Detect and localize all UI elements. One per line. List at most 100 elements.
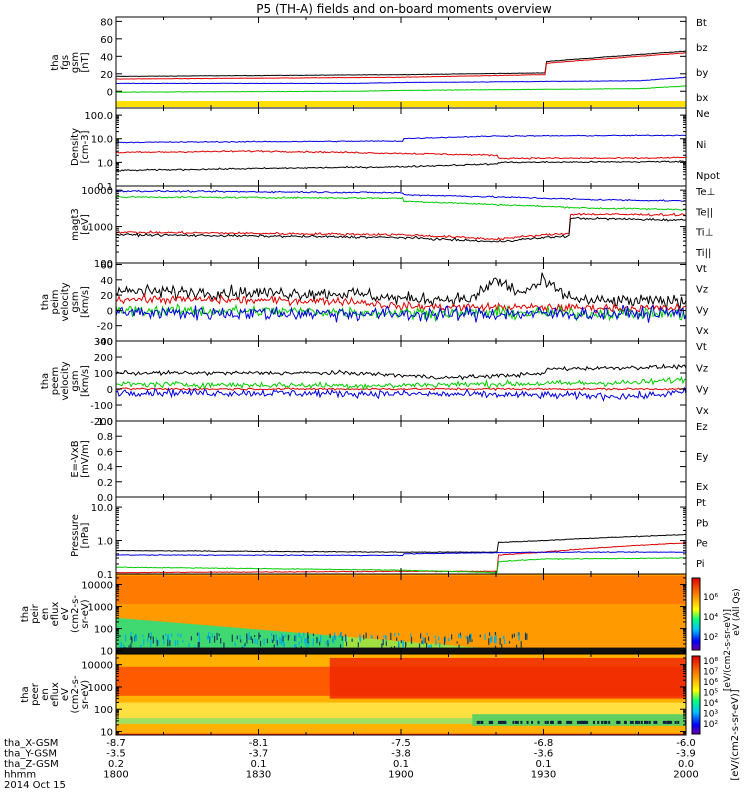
y-tick-label: 10.0	[91, 135, 113, 146]
legend-label-ex: Ex	[696, 482, 708, 493]
spectrogram-speck	[246, 633, 248, 639]
spectrogram-speck	[143, 639, 145, 646]
x-axis-labels: tha_X-GSM -8.7 -8.1 -7.5 -6.8 -6.0 tha_Y-GSM -3…	[4, 738, 699, 791]
x-row-value: -3.8	[391, 749, 411, 760]
spectrogram-speck	[220, 638, 222, 644]
spectrogram-speck	[570, 720, 573, 724]
legend-label-ne: Ne	[696, 109, 710, 120]
y-axis-label: en	[40, 608, 51, 621]
spectrogram-speck	[465, 635, 467, 640]
spectrogram-speck	[167, 639, 169, 647]
spectrogram-speck	[165, 633, 167, 637]
spectrogram-cell	[367, 638, 373, 653]
spectrogram-speck	[339, 644, 342, 650]
spectrogram-speck	[668, 720, 671, 724]
spectrogram-speck	[163, 638, 165, 645]
spectrogram-speck	[304, 638, 306, 644]
spectrogram-speck	[495, 635, 497, 644]
spectrogram-speck	[500, 720, 503, 724]
spectrogram-speck	[174, 640, 177, 646]
spectrogram-speck	[504, 639, 506, 644]
spectrogram-speck	[479, 634, 481, 638]
series-line-vy	[116, 303, 686, 323]
spectrogram-speck	[128, 645, 130, 648]
spectrogram-speck	[410, 636, 413, 644]
spectrogram-speck	[150, 639, 152, 647]
spectrogram-cell	[158, 621, 164, 653]
spectrogram-speck	[344, 634, 347, 642]
spectrogram-speck	[605, 720, 608, 724]
colorbar-tick-label: 10⁶	[703, 678, 718, 688]
y-axis-label: [cm-3]	[80, 130, 91, 163]
spectrogram-cell	[291, 632, 297, 653]
date-label: 2014 Oct 15	[4, 780, 66, 791]
spectrogram-speck	[488, 638, 490, 645]
panel-frame	[115, 496, 687, 575]
spectrogram-cell	[220, 626, 226, 653]
spectrogram-speck	[662, 720, 665, 724]
x-row-value: -6.8	[534, 738, 554, 749]
x-row-value: 1900	[388, 770, 413, 781]
spectrogram	[116, 654, 686, 735]
spectrogram-speck	[469, 634, 471, 643]
spectrogram-speck	[155, 637, 158, 642]
spectrogram-speck	[402, 642, 404, 648]
y-axis-label: magt3	[70, 208, 81, 241]
x-row-value: 0.2	[108, 759, 124, 770]
y-tick-label: 40	[100, 52, 113, 63]
x-row-value: -8.1	[249, 738, 269, 749]
colorbar-ion-label: eV (All Qs)	[732, 588, 742, 635]
spectrogram-speck	[270, 632, 273, 637]
spectrogram-speck	[451, 634, 453, 640]
spectrogram-speck	[130, 643, 132, 649]
y-tick-label: 1.0	[97, 537, 113, 548]
spectrogram-cell	[225, 627, 231, 653]
spectrogram-cell	[382, 639, 388, 653]
spectrogram	[116, 574, 686, 654]
y-tick-label: 10.0	[91, 503, 113, 514]
y-tick-label: 0.6	[97, 447, 113, 458]
spectrogram-speck	[396, 637, 398, 641]
x-row-value: -6.0	[676, 738, 696, 749]
spectrogram-speck	[397, 640, 400, 645]
spectrogram-cell	[268, 630, 274, 653]
y-tick-label: 100	[94, 625, 113, 636]
spectrogram-speck	[218, 633, 220, 636]
series-line-ti	[116, 195, 686, 211]
spectrogram-speck	[427, 636, 430, 641]
spectrogram-speck	[494, 636, 496, 644]
spectrogram-speck	[236, 635, 238, 640]
spectrogram-speck	[558, 720, 561, 724]
y-axis-label: [eV]	[80, 214, 91, 235]
spectrogram-speck	[491, 635, 493, 642]
spectrogram-speck	[142, 634, 144, 637]
panel-peem_velocity: Vt Vz Vy Vx -200 -100 0 100 200 300 tha peem velocit…	[40, 337, 709, 428]
y-tick-label: 20	[100, 70, 113, 81]
spectrogram-speck	[295, 634, 297, 642]
spectrogram-cell	[192, 624, 198, 653]
spectrogram-speck	[120, 641, 122, 650]
spectrogram-speck	[410, 633, 412, 637]
panel-frame	[115, 16, 687, 109]
legend-label-vy: Vy	[696, 385, 709, 396]
x-row-value: 0.1	[536, 759, 552, 770]
spectrogram-speck	[231, 634, 233, 642]
spectrogram-speck	[426, 633, 428, 636]
spectrogram-speck	[340, 632, 343, 637]
spectrogram-speck	[327, 639, 329, 647]
spectrogram-speck	[439, 642, 441, 648]
spectrogram-speck	[435, 639, 437, 646]
x-row-value: -3.5	[106, 749, 126, 760]
spectrogram-speck	[629, 720, 632, 724]
spectrogram-speck	[444, 637, 447, 642]
legend-label-bx: bx	[696, 93, 708, 104]
spectrogram-cell	[334, 635, 340, 653]
y-tick-label: 0.2	[97, 478, 113, 489]
spectrogram-high-band	[116, 576, 686, 604]
spectrogram-speck	[119, 634, 121, 638]
spectrogram-speck	[275, 634, 277, 637]
spectrogram-speck	[169, 640, 171, 646]
spectrogram-speck	[288, 634, 290, 639]
panel-peir: 10 100 1000 10000 tha peir en eflux eV (cm2-s-sr-…	[20, 573, 687, 658]
